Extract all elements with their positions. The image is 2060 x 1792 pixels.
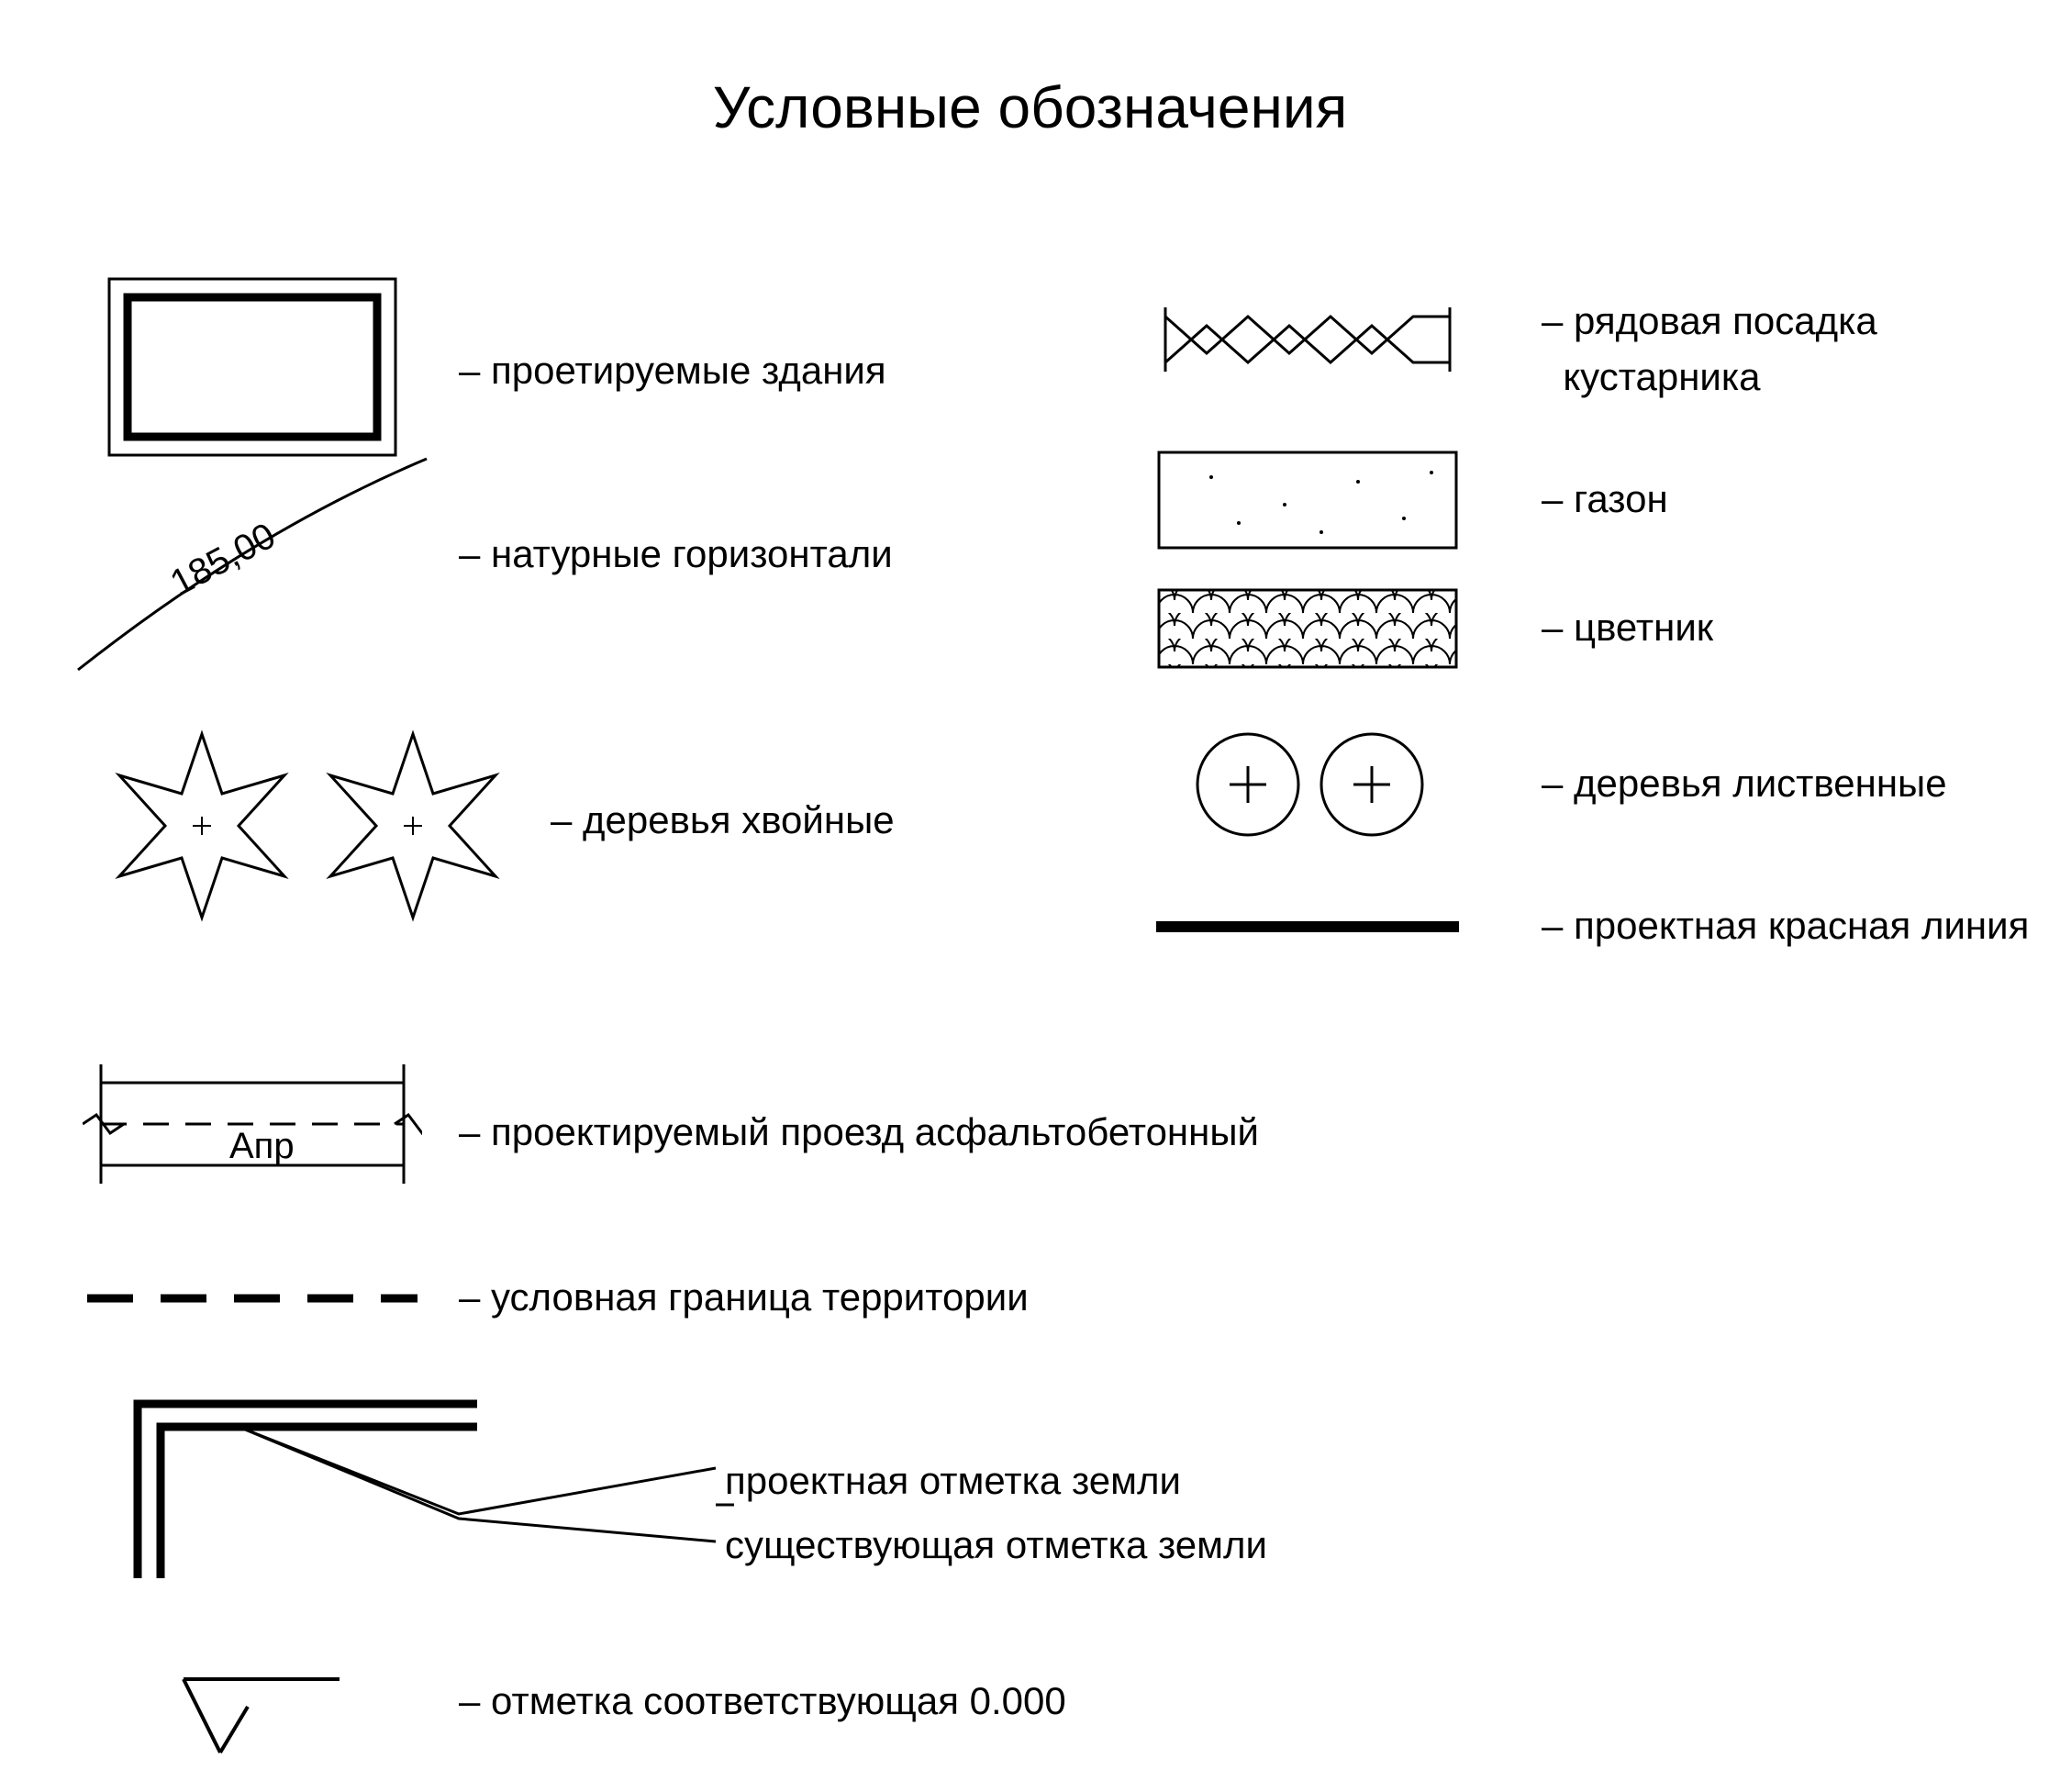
- contour-icon: 185,00: [69, 440, 436, 679]
- redline-icon: [1156, 918, 1459, 936]
- building-icon: [106, 275, 399, 459]
- contour-value: 185,00: [164, 516, 283, 604]
- contour-label: – натурные горизонтали: [459, 532, 893, 576]
- zero-icon: [147, 1670, 349, 1771]
- redline-label: – проектная красная линия: [1542, 904, 2029, 948]
- level-icon: [110, 1376, 734, 1615]
- road-icon: Апр: [83, 1055, 422, 1193]
- flower-icon: [1156, 587, 1459, 670]
- page-title: Условные обозначения: [0, 73, 2060, 141]
- decid-label: – деревья лиственные: [1542, 762, 1947, 806]
- road-code: Апр: [229, 1126, 295, 1166]
- level-exist-label: существующая отметка земли: [725, 1523, 1267, 1567]
- conifer-label: – деревья хвойные: [551, 798, 895, 842]
- flower-label: – цветник: [1542, 606, 1713, 650]
- zero-label: – отметка соответствующая 0.000: [459, 1679, 1066, 1723]
- shrub-row-label: – рядовая посадка кустарника: [1542, 294, 1877, 406]
- decid-icon: [1193, 725, 1431, 844]
- building-label: – проетируемые здания: [459, 349, 886, 393]
- lawn-label: – газон: [1542, 477, 1668, 521]
- boundary-label: – условная граница территории: [459, 1275, 1029, 1319]
- road-label: – проектируемый проезд асфальтобетонный: [459, 1110, 1259, 1154]
- level-design-label: проектная отметка земли: [725, 1459, 1181, 1503]
- conifer-icon: [101, 716, 514, 936]
- boundary-icon: [87, 1285, 418, 1312]
- lawn-icon: [1156, 450, 1459, 551]
- shrub-row-icon: [1156, 303, 1459, 376]
